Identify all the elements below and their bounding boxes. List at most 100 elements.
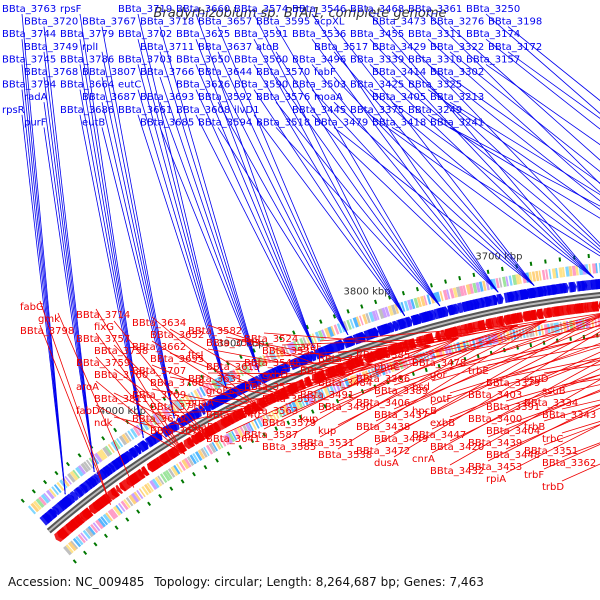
forward-gene-label: BBta_3213 (430, 92, 484, 103)
reverse-gene-label: ndk (94, 418, 113, 429)
forward-gene-label: BBta_3405 (372, 92, 426, 103)
reverse-gene-label: BBta_3811 (94, 394, 148, 405)
reverse-gene-label: fabG (20, 302, 44, 313)
reverse-gene-label: ssuD (524, 374, 549, 385)
forward-gene-label: atoB (256, 42, 279, 53)
reverse-gene-label: BBta_3652 (150, 330, 204, 341)
reverse-gene-label: BBta_3400 (468, 414, 522, 425)
reverse-gene-label: BBta_3343 (542, 410, 596, 421)
forward-gene-label: BBta_3445 (292, 105, 346, 116)
reverse-gene-label: BBta_3379 (486, 378, 540, 389)
forward-gene-label: BBta_3794 (2, 80, 56, 91)
reverse-gene-label: BBta_3491 (300, 390, 354, 401)
forward-gene-label: BBta_3310 (408, 54, 462, 65)
forward-gene-label: BBta_3560 (234, 54, 288, 65)
forward-gene-label: BBta_3718 (140, 17, 194, 28)
reverse-gene-label: BBta_3432 (430, 466, 484, 477)
forward-gene-label: BBta_3592 (198, 92, 252, 103)
forward-gene-label: rpsF (60, 4, 82, 15)
forward-gene-label: BBta_3339 (350, 54, 404, 65)
forward-gene-label: BBta_3719 (118, 4, 172, 15)
reverse-gene-label: BBta_3439 (468, 438, 522, 449)
kbp-tick-label: 4000 kbp (99, 406, 146, 417)
reverse-gene-label: BBta_3798 (20, 326, 74, 337)
forward-gene-label: eutB (82, 117, 105, 128)
reverse-gene-label: BBta_3438 (356, 422, 410, 433)
forward-gene-label: BBta_3172 (488, 42, 542, 53)
forward-gene-label: BBta_3625 (176, 29, 230, 40)
reverse-gene-label: BBta_3351 (524, 446, 578, 457)
reverse-gene-label: BBta_3582 (188, 326, 242, 337)
reverse-gene-label: gor (430, 370, 447, 381)
forward-gene-label: BBta_3685 (140, 117, 194, 128)
reverse-gene-label: aroA (76, 382, 99, 393)
reverse-gene-label: BBta_3553 (262, 394, 316, 405)
feature-tracks (20, 253, 600, 564)
reverse-gene-label: BBta_3404 (486, 426, 540, 437)
forward-gene-label: BBta_3744 (2, 29, 56, 40)
reverse-gene-label: ftsJ (188, 350, 203, 361)
forward-gene-label: BBta_3660 (176, 4, 230, 15)
reverse-gene-label: BBta_3640 (206, 410, 260, 421)
forward-gene-label: BBta_3594 (198, 117, 252, 128)
forward-gene-label: BBta_3517 (314, 42, 368, 53)
forward-gene-label: BBta_3276 (430, 17, 484, 28)
reverse-gene-label: BBta_3572 (244, 382, 298, 393)
forward-gene-label: acpXL (314, 17, 345, 28)
kbp-tick-label: 3800 kbp (344, 287, 391, 298)
forward-gene-label: BBta_3418 (372, 117, 426, 128)
reverse-gene-label: BBta_3678 (132, 414, 186, 425)
reverse-gene-label: ssuB (542, 386, 566, 397)
forward-gene-label: BBta_3661 (118, 105, 172, 116)
forward-gene-label: BBta_3311 (408, 29, 462, 40)
forward-gene-label: BBta_3198 (488, 17, 542, 28)
reverse-gene-label: BBta_3403 (468, 390, 522, 401)
reverse-gene-label: BBta_3631 (188, 374, 242, 385)
reverse-gene-label: BBta_3634 (132, 318, 186, 329)
forward-gene-label: rplI (82, 42, 98, 53)
forward-gene-label: BBta_3644 (198, 67, 252, 78)
reverse-gene-label: BBta_3540 (244, 358, 298, 369)
forward-gene-label: BBta_3745 (2, 54, 56, 65)
forward-gene-label: BBta_3157 (466, 54, 520, 65)
forward-gene-label: BBta_3768 (24, 67, 78, 78)
reverse-gene-label: BBta_3760 (94, 370, 148, 381)
reverse-gene-label: BBta_3386 (356, 374, 410, 385)
forward-gene-label: BBta_3455 (350, 29, 404, 40)
forward-gene-label: BBta_3763 (2, 4, 56, 15)
reverse-gene-label: BBta_3593 (206, 338, 260, 349)
forward-gene-label: BBta_3664 (60, 80, 114, 91)
forward-gene-label: BBta_3703 (118, 54, 172, 65)
forward-gene-label: BBta_3720 (24, 17, 78, 28)
forward-gene-label: BBta_3546 (292, 4, 346, 15)
reverse-gene-label: BBta_3579 (262, 418, 316, 429)
reverse-gene-label: groEL (206, 386, 235, 397)
forward-gene-label: rpsR (2, 105, 25, 116)
forward-gene-label: BBta_3590 (234, 80, 288, 91)
reverse-gene-label: fabD (76, 406, 100, 417)
reverse-gene-label: BBta_3707 (132, 366, 186, 377)
reverse-gene-label: BBta_3449 (374, 434, 428, 445)
reverse-gene-label: phnC (374, 362, 400, 373)
forward-gene-label: BBta_3473 (372, 17, 426, 28)
reverse-gene-label: BBta_3695 (150, 354, 204, 365)
forward-gene-label: BBta_3322 (430, 42, 484, 53)
forward-gene-label: BBta_3574 (234, 4, 288, 15)
reverse-gene-label: BBta_3453 (468, 462, 522, 473)
footer: Accession: NC_009485 Topology: circular;… (8, 575, 598, 589)
reverse-gene-label: BBta_3710 (150, 402, 204, 413)
reverse-gene-label: exbD (262, 370, 288, 381)
reverse-gene-label: trbC (542, 434, 563, 445)
forward-gene-label: BBta_3302 (430, 67, 484, 78)
reverse-gene-label: BBta_3406 (356, 398, 410, 409)
reverse-gene-label: hpcB (412, 406, 437, 417)
reverse-gene-label: guaA (188, 398, 214, 409)
gene-labels: BBta_3763BBta_3720BBta_3744BBta_3749BBta… (2, 4, 596, 493)
reverse-gene-label: BBta_3714 (76, 310, 130, 321)
reverse-gene-label: BBta_3587 (244, 430, 298, 441)
reverse-gene-label: trbD (542, 482, 564, 493)
forward-gene-label: ilvD1 (234, 105, 260, 116)
forward-gene-label: BBta_3325 (408, 80, 462, 91)
kbp-tick-label: 3900 kbp (217, 338, 264, 349)
